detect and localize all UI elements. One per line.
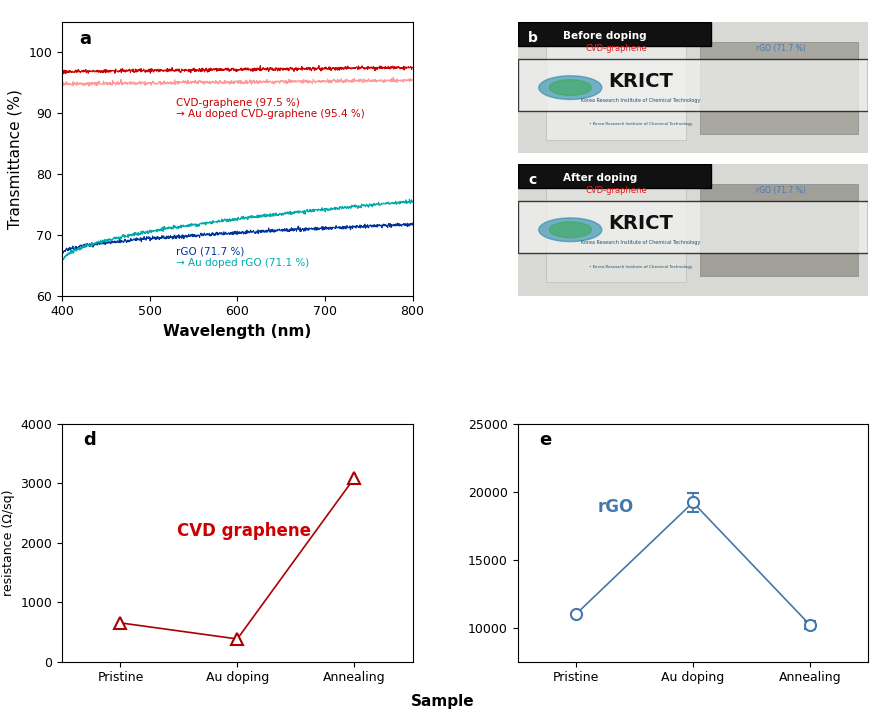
FancyBboxPatch shape — [517, 22, 711, 46]
Y-axis label: Transmittance (%): Transmittance (%) — [8, 89, 23, 228]
Text: Before doping: Before doping — [563, 31, 647, 41]
Text: rGO (71.7 %): rGO (71.7 %) — [756, 44, 805, 52]
FancyBboxPatch shape — [546, 184, 686, 282]
Circle shape — [539, 218, 602, 241]
FancyBboxPatch shape — [700, 41, 858, 134]
Circle shape — [549, 222, 591, 238]
Text: • Korea Research Institute of Chemical Technology: • Korea Research Institute of Chemical T… — [588, 122, 692, 126]
Text: CVD graphene: CVD graphene — [177, 522, 311, 539]
Text: Korea Research Institute of Chemical Technology: Korea Research Institute of Chemical Tec… — [580, 98, 700, 103]
Text: e: e — [539, 430, 551, 449]
Text: a: a — [80, 30, 91, 48]
Text: CVD-graphene: CVD-graphene — [585, 186, 647, 195]
FancyBboxPatch shape — [517, 59, 868, 111]
Text: → Au doped rGO (71.1 %): → Au doped rGO (71.1 %) — [176, 258, 309, 268]
Text: Korea Research Institute of Chemical Technology: Korea Research Institute of Chemical Tec… — [580, 241, 700, 246]
FancyBboxPatch shape — [546, 41, 686, 140]
FancyBboxPatch shape — [700, 184, 858, 276]
Text: Sample: Sample — [411, 694, 475, 709]
FancyBboxPatch shape — [517, 201, 868, 254]
Text: b: b — [528, 31, 538, 45]
FancyBboxPatch shape — [517, 164, 868, 296]
FancyBboxPatch shape — [517, 164, 711, 188]
Text: rGO (71.7 %): rGO (71.7 %) — [756, 186, 805, 195]
X-axis label: Wavelength (nm): Wavelength (nm) — [163, 324, 311, 339]
Text: rGO: rGO — [598, 498, 634, 516]
Circle shape — [549, 80, 591, 95]
Text: • Korea Research Institute of Chemical Technology: • Korea Research Institute of Chemical T… — [588, 265, 692, 268]
FancyBboxPatch shape — [517, 22, 868, 153]
Text: KRICT: KRICT — [608, 214, 672, 233]
Y-axis label: Sheet
resistance (Ω/sq): Sheet resistance (Ω/sq) — [0, 489, 15, 596]
Text: c: c — [528, 173, 537, 187]
Text: CVD-graphene: CVD-graphene — [585, 44, 647, 52]
Text: rGO (71.7 %): rGO (71.7 %) — [176, 247, 245, 257]
Text: KRICT: KRICT — [608, 71, 672, 91]
Text: After doping: After doping — [563, 173, 638, 183]
Text: CVD-graphene (97.5 %)
→ Au doped CVD-graphene (95.4 %): CVD-graphene (97.5 %) → Au doped CVD-gra… — [176, 98, 365, 119]
Text: d: d — [83, 430, 96, 449]
Circle shape — [539, 76, 602, 100]
